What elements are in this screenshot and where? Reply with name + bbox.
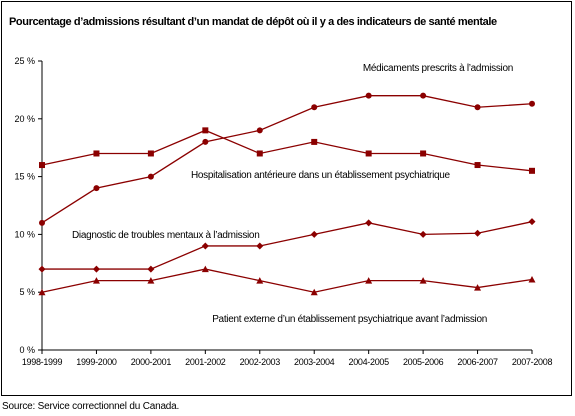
data-point-square-marker [311, 138, 318, 145]
data-point-diamond-marker [38, 265, 46, 273]
data-point-diamond-marker [92, 265, 100, 273]
series-line-2 [41, 129, 533, 172]
data-point-square-marker [39, 162, 45, 169]
series-label-3: Diagnostic de troubles mentaux à l’admis… [72, 230, 259, 241]
data-point-diamond-marker [310, 230, 318, 238]
data-point-diamond-marker [201, 242, 209, 250]
data-point-circle-marker [311, 104, 318, 111]
data-point-triangle-marker [365, 277, 373, 284]
data-point-circle-marker [93, 185, 100, 192]
data-point-square-marker [256, 150, 263, 157]
x-tick-label: 1999-2000 [76, 357, 117, 367]
data-point-circle-marker [147, 173, 154, 180]
data-point-circle-marker [39, 219, 45, 226]
series-line-4 [41, 268, 533, 293]
x-tick-label: 2004-2005 [348, 357, 389, 367]
data-point-circle-marker [474, 104, 481, 111]
data-point-square-marker [474, 162, 481, 169]
data-point-square-marker [420, 150, 427, 157]
data-point-circle-marker [420, 92, 427, 99]
data-point-diamond-marker [256, 242, 264, 250]
x-tick-label: 2000-2001 [131, 357, 172, 367]
x-tick-label: 2007-2008 [512, 357, 553, 367]
series-label-1: Médicaments prescrits à l’admission [363, 63, 513, 74]
data-point-square-marker [529, 167, 535, 174]
series-line-1 [41, 95, 533, 224]
data-point-diamond-marker [147, 265, 155, 273]
x-tick-label: 2003-2004 [294, 357, 335, 367]
data-point-square-marker [202, 127, 209, 134]
data-point-diamond-marker [419, 230, 427, 238]
data-point-triangle-marker [92, 277, 100, 284]
data-point-triangle-marker [310, 288, 318, 296]
y-tick-label: 10 % [14, 229, 35, 239]
chart-title: Pourcentage d’admissions résultant d’un … [9, 16, 497, 28]
data-point-diamond-marker [365, 219, 373, 227]
data-point-diamond-marker [474, 229, 482, 237]
x-tick-label: 2005-2006 [403, 357, 444, 367]
series-label-4: Patient externe d’un établissement psych… [212, 314, 487, 325]
y-tick-label: 20 % [14, 114, 35, 124]
data-point-diamond-marker [528, 218, 536, 226]
x-tick-label: 2002-2003 [240, 357, 281, 367]
data-point-triangle-marker [419, 277, 427, 284]
data-point-triangle-marker [147, 277, 155, 284]
x-tick-label: 2006-2007 [457, 357, 498, 367]
series-label-2: Hospitalisation antérieure dans un établ… [191, 170, 451, 181]
data-point-square-marker [365, 150, 372, 157]
chart-frame [1, 1, 572, 396]
data-point-circle-marker [202, 138, 209, 145]
y-tick-label: 15 % [14, 172, 35, 182]
data-point-triangle-marker [201, 265, 209, 273]
data-point-square-marker [93, 150, 100, 157]
series-line-3 [42, 221, 533, 270]
x-tick-label: 2001-2002 [185, 357, 226, 367]
data-point-triangle-marker [528, 275, 536, 283]
data-point-circle-marker [365, 92, 372, 99]
source-note: Source: Service correctionnel du Canada. [2, 401, 180, 412]
y-tick-label: 0 % [19, 345, 35, 355]
data-point-circle-marker [256, 127, 263, 134]
data-point-square-marker [147, 150, 154, 157]
x-tick-label: 1998-1999 [22, 357, 63, 367]
y-tick-label: 25 % [14, 56, 35, 66]
data-point-triangle-marker [474, 284, 482, 291]
data-point-triangle-marker [256, 277, 264, 284]
y-tick-label: 5 % [19, 287, 35, 297]
data-point-triangle-marker [38, 288, 46, 296]
data-point-circle-marker [529, 100, 535, 107]
